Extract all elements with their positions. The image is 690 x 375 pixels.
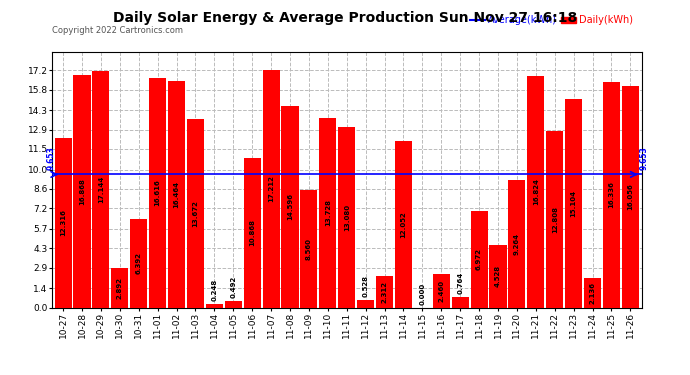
Text: 0.248: 0.248	[211, 279, 217, 302]
Bar	[357, 300, 374, 307]
Bar	[565, 99, 582, 308]
Bar	[263, 70, 279, 308]
Bar	[319, 118, 336, 308]
Bar	[376, 276, 393, 308]
Text: 10.868: 10.868	[249, 219, 255, 246]
Text: 16.616: 16.616	[155, 180, 161, 206]
Text: 16.868: 16.868	[79, 178, 85, 205]
Text: 0.492: 0.492	[230, 276, 236, 298]
Text: 16.336: 16.336	[609, 182, 615, 209]
Bar	[603, 82, 620, 308]
Bar	[225, 301, 241, 307]
Text: 2.460: 2.460	[438, 279, 444, 302]
Bar	[55, 138, 72, 308]
Text: 9.264: 9.264	[514, 232, 520, 255]
Bar	[206, 304, 223, 307]
Bar	[130, 219, 147, 308]
Text: 12.808: 12.808	[552, 206, 558, 233]
Text: 16.824: 16.824	[533, 178, 539, 205]
Text: 8.560: 8.560	[306, 237, 312, 260]
Text: 13.080: 13.080	[344, 204, 350, 231]
Text: Daily Solar Energy & Average Production Sun Nov 27 16:18: Daily Solar Energy & Average Production …	[113, 11, 577, 25]
Bar	[509, 180, 525, 308]
Bar	[584, 278, 601, 308]
Bar	[168, 81, 185, 308]
Text: 9.653: 9.653	[47, 147, 56, 170]
Bar	[395, 141, 412, 308]
Bar	[92, 71, 110, 308]
Bar	[433, 274, 450, 308]
Bar	[187, 119, 204, 308]
Bar	[338, 127, 355, 308]
Bar	[111, 268, 128, 308]
Text: 0.764: 0.764	[457, 272, 463, 294]
Bar	[300, 189, 317, 308]
Bar	[74, 75, 90, 307]
Text: 13.672: 13.672	[193, 200, 199, 227]
Text: 2.136: 2.136	[589, 282, 595, 304]
Bar	[471, 211, 488, 308]
Text: 14.596: 14.596	[287, 194, 293, 220]
Text: 2.312: 2.312	[382, 280, 388, 303]
Text: Copyright 2022 Cartronics.com: Copyright 2022 Cartronics.com	[52, 26, 183, 35]
Text: 12.052: 12.052	[400, 211, 406, 238]
Bar	[489, 245, 506, 308]
Text: 6.392: 6.392	[136, 252, 141, 274]
Text: 6.972: 6.972	[476, 249, 482, 270]
Text: 0.528: 0.528	[363, 276, 368, 297]
Bar	[622, 86, 639, 308]
Text: 16.464: 16.464	[174, 180, 179, 208]
Legend: Average(kWh), Daily(kWh): Average(kWh), Daily(kWh)	[466, 12, 637, 29]
Bar	[452, 297, 469, 307]
Text: 12.316: 12.316	[60, 209, 66, 236]
Text: 13.728: 13.728	[325, 200, 331, 226]
Bar	[244, 158, 261, 308]
Text: 17.212: 17.212	[268, 176, 274, 202]
Text: 17.144: 17.144	[98, 176, 104, 203]
Bar	[527, 76, 544, 307]
Text: 4.528: 4.528	[495, 265, 501, 287]
Text: 9.653: 9.653	[640, 147, 649, 170]
Text: 15.104: 15.104	[571, 190, 577, 217]
Text: 2.892: 2.892	[117, 277, 123, 298]
Text: 0.000: 0.000	[420, 283, 425, 305]
Text: 16.056: 16.056	[627, 183, 633, 210]
Bar	[149, 78, 166, 308]
Bar	[282, 106, 299, 307]
Bar	[546, 131, 563, 308]
